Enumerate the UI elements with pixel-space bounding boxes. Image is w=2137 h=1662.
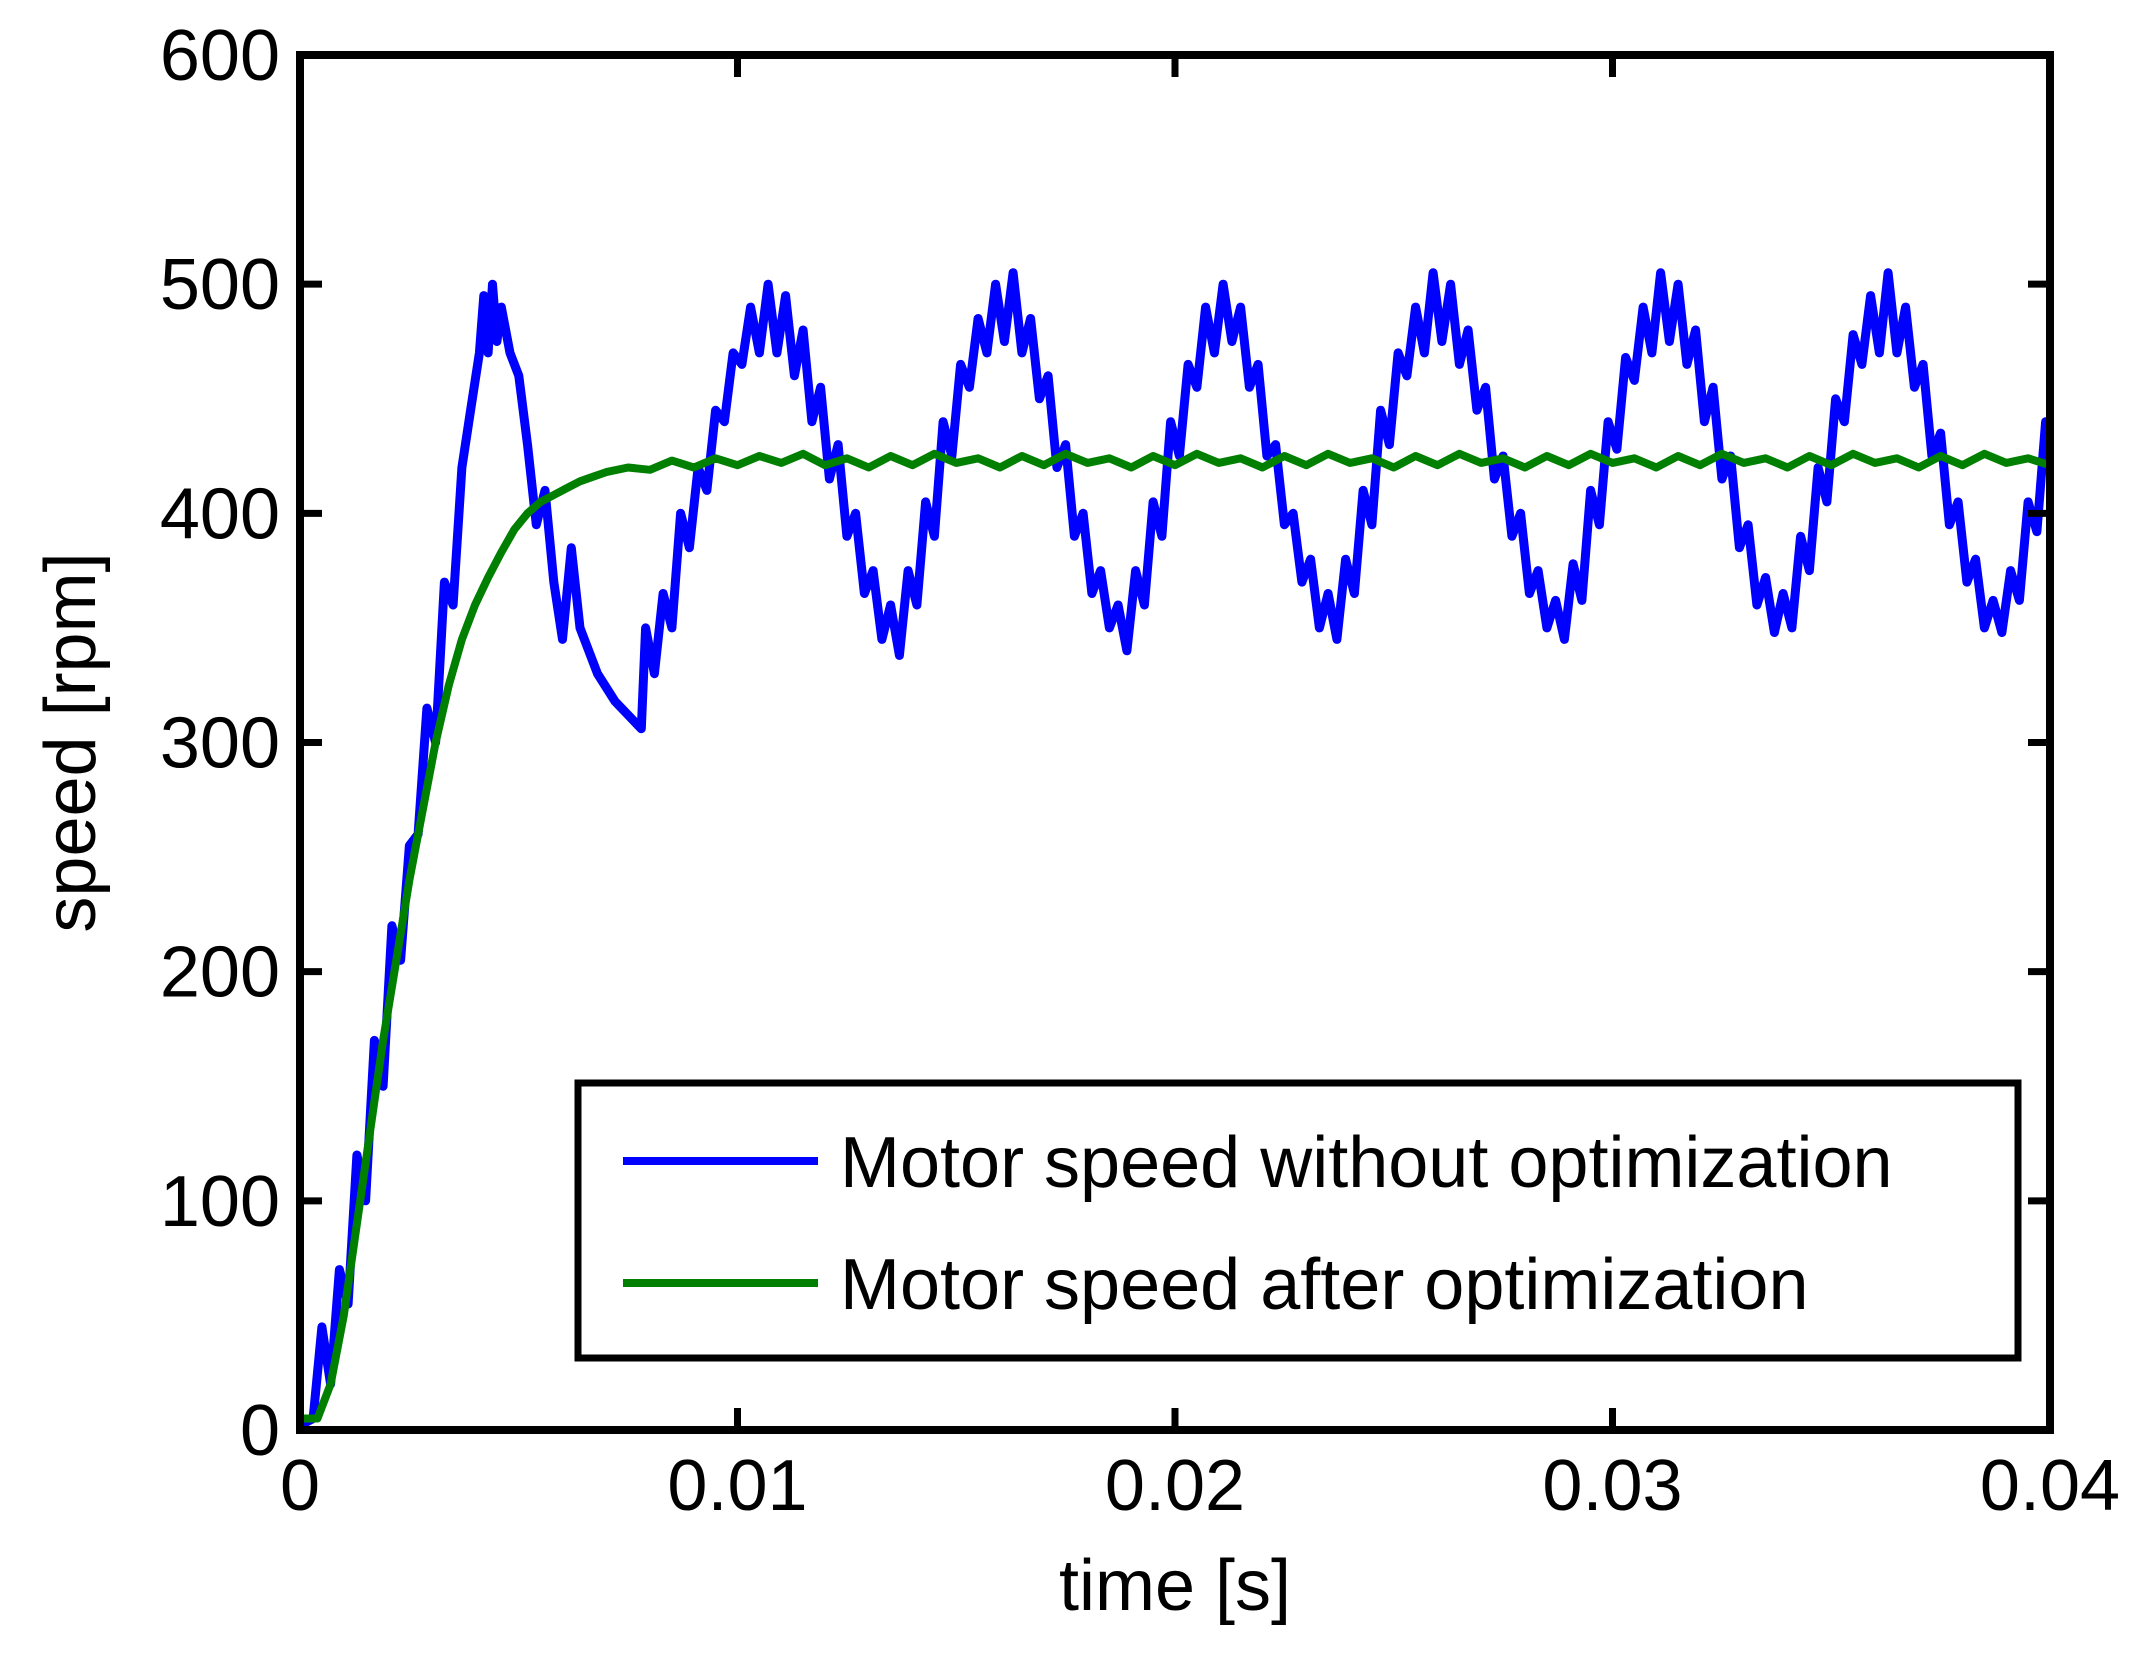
y-tick-label: 200: [160, 933, 280, 1013]
x-tick-label: 0.03: [1542, 1446, 1682, 1526]
series-layer: [300, 268, 2050, 1430]
legend-label-after-optimization: Motor speed after optimization: [840, 1245, 1808, 1325]
series-line-without-optimization: [300, 268, 2050, 1430]
legend: Motor speed without optimization Motor s…: [574, 1079, 2022, 1362]
y-tick-label: 600: [160, 16, 280, 96]
x-tick-label: 0: [280, 1446, 320, 1526]
x-tick-label: 0.01: [667, 1446, 807, 1526]
y-tick-label: 100: [160, 1162, 280, 1242]
x-tick-label: 0.04: [1980, 1446, 2120, 1526]
y-axis-label: speed [rpm]: [31, 552, 111, 932]
x-tick-label: 0.02: [1105, 1446, 1245, 1526]
legend-box: [574, 1079, 2022, 1362]
y-tick-label: 400: [160, 474, 280, 554]
y-tick-label: 300: [160, 704, 280, 784]
y-tick-label: 0: [240, 1391, 280, 1471]
legend-label-without-optimization: Motor speed without optimization: [840, 1123, 1893, 1203]
y-tick-label: 500: [160, 245, 280, 325]
series-line-after-optimization: [300, 449, 2050, 1423]
ticks-layer: 0 0.01 0.02 0.03 0.04 0 100 200 300 400 500 600: [160, 16, 2120, 1526]
x-axis-label: time [s]: [1059, 1546, 1291, 1626]
